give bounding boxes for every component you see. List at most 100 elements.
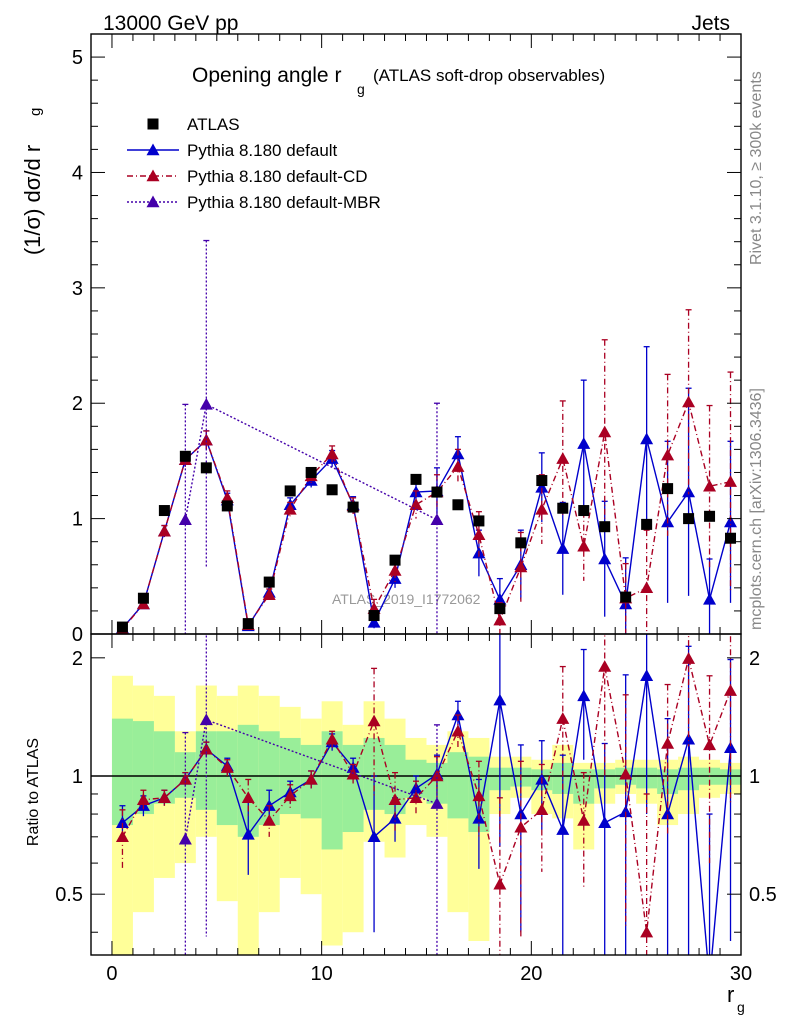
main-cd-point (388, 564, 402, 576)
x-tick-label: 0 (106, 963, 117, 985)
ratio-cd-point (220, 761, 234, 773)
main-cd-point (220, 491, 234, 504)
legend-marker (146, 143, 160, 156)
legend: ATLAS Pythia 8.180 default Pythia 8.180 de… (127, 115, 381, 212)
plot-frames: 0 10 20 30 0 1 2 3 4 5 0.5 0.5 1 1 2 2 (55, 33, 777, 985)
main-cd-point (325, 447, 339, 460)
main-atlas-point (410, 473, 422, 485)
band-inner (321, 731, 343, 850)
main-default-point (598, 552, 612, 565)
ratio-y-tick-label: 1 (72, 766, 83, 788)
main-atlas-point (242, 618, 254, 630)
ratio-cd-point (724, 684, 738, 696)
ratio-cd-point (661, 737, 675, 749)
main-cd-line (121, 399, 731, 630)
main-cd-point (157, 524, 171, 537)
ratio-cd-point (388, 793, 402, 805)
main-cd-point (703, 479, 717, 492)
plot-title-main: Opening angle r (192, 64, 341, 87)
ratio-default-point (388, 811, 402, 824)
main-mbr-point (199, 397, 213, 410)
legend-marker (146, 169, 160, 182)
ratio-cd-line (121, 658, 732, 933)
main-atlas-point (704, 510, 716, 522)
legend-label: Pythia 8.180 default-CD (187, 167, 368, 186)
ratio-mbr-point (430, 797, 444, 809)
ratio-cd-point (472, 789, 486, 802)
ratio-cd-point (115, 830, 129, 843)
main-atlas-point (641, 518, 653, 530)
plot-title-sub: g (357, 81, 365, 97)
main-atlas-point (662, 483, 674, 495)
ratio-default-point (598, 816, 612, 828)
main-default-point (640, 432, 654, 445)
ratio-plot (115, 634, 738, 955)
main-cd-point (682, 395, 696, 408)
ratio-default-point (241, 827, 255, 840)
side-text-top: Rivet 3.1.10, ≥ 300k events (748, 71, 765, 265)
ratio-cd-point (514, 820, 528, 833)
ratio-cd-point (283, 789, 297, 802)
ratio-cd-point (640, 925, 654, 938)
main-atlas-point (221, 500, 233, 512)
main-atlas-point (515, 537, 527, 549)
main-cd-point (598, 425, 612, 438)
band-inner (132, 721, 154, 815)
main-y-tick-label: 1 (72, 509, 83, 531)
side-text-bottom: mcplots.cern.ch [arXiv:1306.3436] (748, 388, 765, 630)
main-cd-point (409, 498, 423, 510)
ratio-default-point (493, 693, 507, 706)
ratio-cd-point (577, 814, 591, 826)
main-atlas-point (683, 513, 695, 525)
ratio-cd-point (430, 769, 444, 782)
ratio-mbr-point (199, 713, 213, 726)
ratio-default-point (640, 669, 654, 681)
ratio-cd-point (304, 772, 318, 785)
main-atlas-point (557, 502, 569, 514)
main-atlas-point (200, 462, 212, 474)
main-atlas-point (347, 501, 359, 513)
main-atlas-point (284, 485, 296, 497)
legend-label: ATLAS (187, 115, 240, 134)
legend-marker (146, 195, 160, 208)
main-atlas-point (494, 603, 506, 615)
main-plot (115, 239, 738, 634)
main-ylabel-text: (1/σ) dσ/d r (20, 145, 45, 255)
main-y-tick-label: 5 (72, 47, 83, 69)
ratio-default-point (577, 689, 591, 702)
main-atlas-point (179, 450, 191, 462)
ratio-cd-point (703, 738, 717, 751)
ratio-y-tick-label-right: 1 (749, 766, 760, 788)
main-cd-point (514, 560, 528, 573)
band-inner (153, 731, 175, 804)
ratio-cd-point (409, 791, 423, 804)
main-atlas-point (158, 505, 170, 517)
ratio-default-point (682, 732, 696, 745)
main-y-tick-label: 4 (72, 162, 83, 184)
main-atlas-point (599, 521, 611, 533)
band-inner (216, 731, 238, 826)
main-atlas-point (473, 515, 485, 527)
main-cd-point (556, 452, 570, 464)
x-tick-label: 20 (520, 963, 542, 985)
plot-title: Opening angle r (192, 64, 341, 87)
ratio-y-tick-label: 2 (72, 648, 83, 670)
legend-label: Pythia 8.180 default (187, 141, 338, 160)
main-cd-point (262, 588, 276, 600)
ratio-default-point (409, 781, 423, 794)
ratio-default-point (724, 741, 738, 753)
main-cd-point (472, 528, 486, 540)
main-atlas-point (263, 576, 275, 588)
main-default-point (493, 592, 507, 605)
ratio-cd-point (157, 791, 171, 804)
main-ylabel-sub: g (27, 108, 44, 116)
band-inner (384, 744, 406, 815)
ratio-default-line (122, 675, 732, 955)
main-ylabel: (1/σ) dσ/d r (20, 145, 45, 255)
main-atlas-point (620, 591, 632, 603)
ratio-y-tick-label-right: 2 (749, 648, 760, 670)
ratio-cd-point (682, 652, 696, 664)
band-inner (342, 744, 364, 833)
main-default-point (682, 485, 696, 498)
